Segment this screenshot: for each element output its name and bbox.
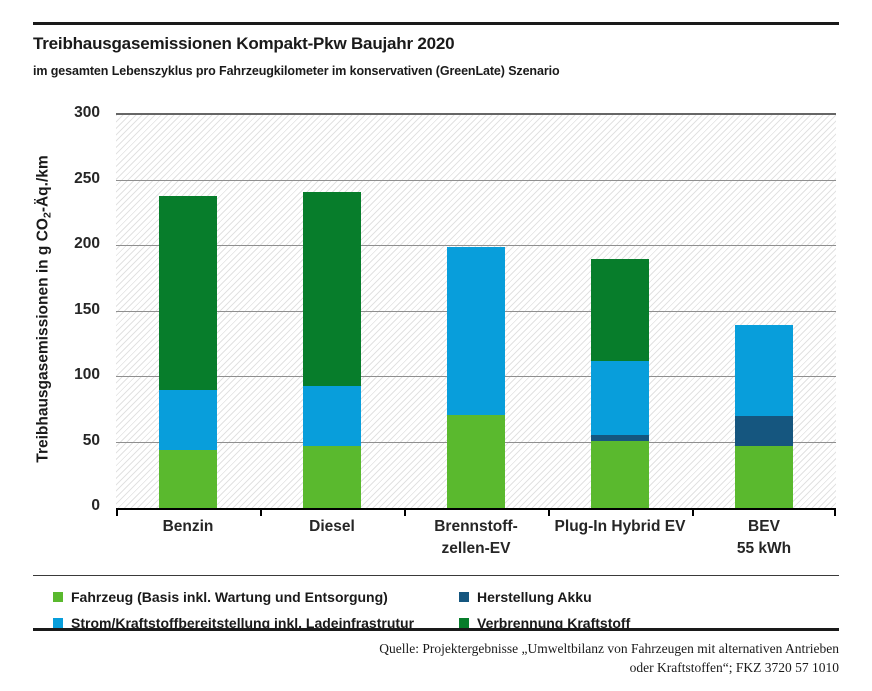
legend-label: Verbrennung Kraftstoff — [477, 615, 631, 631]
y-tick-0: 0 — [91, 497, 100, 514]
x-axis-tick — [692, 510, 694, 516]
bar-segment-plug-in-hybrid-ev-s3 — [591, 259, 649, 362]
gridline-200 — [116, 245, 836, 246]
page-subtitle: im gesamten Lebenszyklus pro Fahrzeugkil… — [33, 64, 560, 78]
y-tick-250: 250 — [74, 169, 100, 187]
gridline-250 — [116, 179, 836, 181]
bar-segment-benzin-s2 — [159, 390, 217, 451]
bar-segment-brennstoff--s0 — [447, 415, 505, 508]
legend-label: Fahrzeug (Basis inkl. Wartung und Entsor… — [71, 589, 388, 605]
legend-swatch-icon — [53, 592, 63, 602]
source-line-2: oder Kraftstoffen“; FKZ 3720 57 1010 — [629, 660, 839, 675]
y-tick-200: 200 — [74, 235, 100, 252]
bar-segment-benzin-s3 — [159, 196, 217, 391]
legend-item-1: Herstellung Akku — [459, 589, 839, 605]
legend: Fahrzeug (Basis inkl. Wartung und Entsor… — [53, 584, 839, 636]
bar-segment-diesel-s3 — [303, 192, 361, 387]
legend-label: Strom/Kraftstoffbereitstellung inkl. Lad… — [71, 615, 415, 631]
bar-segment-bev-s2 — [735, 324, 793, 417]
legend-item-0: Fahrzeug (Basis inkl. Wartung und Entsor… — [53, 589, 459, 605]
legend-swatch-icon — [53, 618, 63, 628]
y-tick-150: 150 — [74, 300, 100, 318]
x-axis-tick — [548, 510, 550, 516]
legend-swatch-icon — [459, 618, 469, 628]
source-line-1: Quelle: Projektergebnisse „Umweltbilanz … — [379, 641, 839, 656]
x-axis-tick — [260, 510, 262, 516]
bar-segment-benzin-s0 — [159, 450, 217, 508]
category-label-brennstoff-: Brennstoff-zellen-EV — [434, 518, 518, 557]
category-label-benzin: Benzin — [162, 518, 214, 535]
x-axis-category-labels: Benzin Diesel Brennstoff-zellen-EV Plug-In … — [116, 516, 836, 568]
legend-top-rule — [33, 575, 839, 576]
x-axis-tick — [834, 510, 836, 516]
plot-area — [116, 113, 836, 516]
y-axis-tick-labels: 0 50 100 150 200 250 300 — [0, 104, 100, 514]
x-axis-tick — [404, 510, 406, 516]
bar-segment-plug-in-hybrid-ev-s2 — [591, 361, 649, 435]
y-tick-300: 300 — [74, 104, 100, 121]
bar-segment-diesel-s0 — [303, 446, 361, 508]
category-label-bev: BEV 55 kWh — [736, 518, 792, 557]
bar-segment-bev-s1 — [735, 416, 793, 447]
bottom-rule — [33, 628, 839, 631]
top-rule — [33, 22, 839, 25]
category-label-plug-in-hybrid-ev: Plug-In Hybrid EV — [554, 518, 686, 535]
bar-segment-brennstoff--s2 — [447, 247, 505, 415]
source-note: Quelle: Projektergebnisse „Umweltbilanz … — [33, 639, 839, 677]
bar-segment-plug-in-hybrid-ev-s1 — [591, 434, 649, 442]
legend-item-2: Strom/Kraftstoffbereitstellung inkl. Lad… — [53, 615, 459, 631]
bar-segment-plug-in-hybrid-ev-s0 — [591, 441, 649, 508]
bar-segment-diesel-s2 — [303, 386, 361, 447]
bar-segment-bev-s0 — [735, 446, 793, 508]
legend-item-3: Verbrennung Kraftstoff — [459, 615, 839, 631]
y-tick-100: 100 — [74, 366, 100, 383]
legend-label: Herstellung Akku — [477, 589, 592, 605]
legend-swatch-icon — [459, 592, 469, 602]
category-label-diesel: Diesel — [309, 518, 355, 535]
y-tick-50: 50 — [82, 431, 100, 449]
page-title: Treibhausgasemissionen Kompakt-Pkw Bauja… — [33, 34, 455, 53]
x-axis-tick — [116, 510, 118, 516]
